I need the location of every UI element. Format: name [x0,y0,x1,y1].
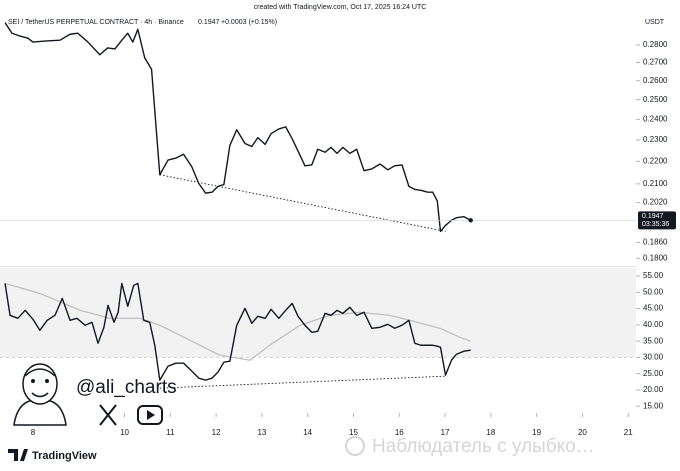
pane [0,268,636,389]
y-tick-label: 0.2700 [643,58,668,67]
series-line [159,375,446,389]
x-tick-label: 15 [349,428,358,437]
price-header: 0.1947 [198,19,220,26]
overlay-watermark: Наблюдатель с улыбко… [345,436,595,457]
watermark-handle: @ali_charts [76,377,177,398]
x-tick-label: 13 [257,428,266,437]
y-tick-label: 50.00 [643,287,664,296]
y-tick-label: 0.2020 [643,198,668,207]
last-point [468,218,473,223]
brand-name: TradingView [32,450,97,462]
y-tick-label: 45.00 [643,304,664,313]
x-logo [99,404,117,426]
brand-logo [8,449,28,461]
avatar [8,362,68,426]
series-line [4,22,472,233]
series-line [4,282,471,381]
x-tick-label: 12 [212,428,221,437]
price-label-box [638,211,676,230]
x-tick-label: 14 [303,428,312,437]
price-label: 0.1947 [642,213,664,220]
y-tick-label: 0.2400 [643,115,668,124]
y-tick-label: 15.00 [643,401,664,410]
y-tick-label: 25.00 [643,369,664,378]
y-tick-label: 0.1860 [643,238,668,247]
x-tick-label: 21 [624,428,633,437]
x-tick-label: 17 [441,428,450,437]
y-tick-label: 0.2200 [643,156,668,165]
x-tick-label: 10 [120,428,129,437]
y-tick-label: 20.00 [643,385,664,394]
y-tick-label: 0.2600 [643,76,668,85]
x-tick-label: 18 [486,428,495,437]
y-tick-label: 0.2300 [643,135,668,144]
x-tick-label: 11 [166,428,175,437]
countdown-label: 03:35:36 [642,221,669,228]
x-tick-label: 16 [395,428,404,437]
y-tick-label: 0.2800 [643,40,668,49]
symbol-title: SEI / TetherUS PERPETUAL CONTRACT · 4h ·… [8,19,184,26]
y-tick-label: 0.2100 [643,179,668,188]
series-line [159,174,446,232]
youtube-logo [137,405,163,425]
overlay-text: Наблюдатель с улыбко… [372,436,595,457]
x-tick-label: 8 [31,428,36,437]
currency: USDT [645,19,665,26]
y-tick-label: 0.2500 [643,95,668,104]
y-tick-label: 35.00 [643,336,664,345]
series-line [4,282,471,361]
pane [4,22,472,233]
y-tick-label: 0.1800 [643,253,668,262]
y-tick-label: 40.00 [643,320,664,329]
plot-layer: 0.2800 0.2700 0.2600 0.2500 0.2400 0.2300 0.22… [0,22,676,437]
change-header: +0.0003 (+0.15%) [221,19,277,26]
created-note: created with TradingView.com, Oct 17, 20… [254,4,427,11]
x-tick-label: 19 [532,428,541,437]
y-tick-label: 55.00 [643,271,664,280]
x-tick-label: 20 [578,428,587,437]
y-tick-label: 30.00 [643,353,664,362]
